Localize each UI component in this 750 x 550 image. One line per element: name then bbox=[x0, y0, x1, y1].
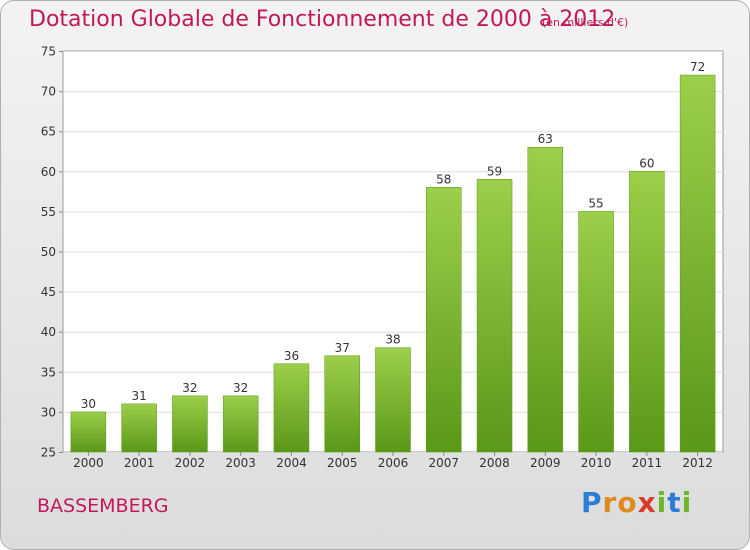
bar bbox=[578, 211, 614, 453]
x-tick-label: 2002 bbox=[175, 456, 206, 470]
bar-value-label: 60 bbox=[639, 156, 654, 170]
bar bbox=[70, 411, 107, 453]
x-tick-label: 2010 bbox=[581, 456, 612, 470]
x-tick-label: 2009 bbox=[530, 456, 561, 470]
bar-value-label: 31 bbox=[132, 389, 147, 403]
y-tick-label: 45 bbox=[41, 285, 56, 299]
bar-value-label: 36 bbox=[284, 349, 299, 363]
bar bbox=[527, 146, 564, 453]
bar bbox=[273, 363, 310, 453]
x-tick-label: 2012 bbox=[682, 456, 713, 470]
x-tick-label: 2007 bbox=[428, 456, 459, 470]
x-tick-label: 2000 bbox=[73, 456, 104, 470]
y-tick-label: 30 bbox=[41, 405, 56, 419]
y-tick-label: 40 bbox=[41, 325, 56, 339]
bar bbox=[375, 347, 411, 453]
y-tick-label: 70 bbox=[41, 85, 56, 99]
bar-value-label: 55 bbox=[588, 196, 603, 210]
y-tick-label: 50 bbox=[41, 245, 56, 259]
bars: 30 31 32 32 36 37 38 58 59 63 55 60 72 bbox=[70, 60, 716, 453]
bar-value-label: 63 bbox=[538, 132, 553, 146]
bar bbox=[222, 395, 259, 453]
bar-value-label: 72 bbox=[690, 60, 705, 74]
y-tick-label: 65 bbox=[41, 125, 56, 139]
x-tick-label: 2003 bbox=[225, 456, 256, 470]
x-tick-label: 2001 bbox=[124, 456, 155, 470]
bar-value-label: 38 bbox=[385, 333, 400, 347]
y-tick-label: 55 bbox=[41, 205, 56, 219]
bar bbox=[679, 74, 716, 453]
bar bbox=[324, 355, 360, 453]
bar-value-label: 30 bbox=[81, 397, 96, 411]
y-axis: 25 30 35 40 45 50 55 60 65 70 75 bbox=[41, 45, 63, 460]
bar bbox=[476, 179, 513, 453]
y-tick-label: 25 bbox=[41, 446, 56, 460]
x-tick-label: 2006 bbox=[378, 456, 409, 470]
x-axis: 2000 2001 2002 2003 2004 2005 2006 2007 2008 2009… bbox=[73, 452, 713, 470]
bar bbox=[172, 395, 208, 453]
bar-value-label: 32 bbox=[233, 381, 248, 395]
bar-value-label: 58 bbox=[436, 172, 451, 186]
bar-value-label: 37 bbox=[335, 341, 350, 355]
commune-name: BASSEMBERG bbox=[37, 495, 169, 517]
chart-unit: (en milliers d'€) bbox=[542, 16, 629, 29]
x-tick-label: 2004 bbox=[276, 456, 307, 470]
bar bbox=[426, 187, 462, 453]
proxiti-logo: Proxiti bbox=[581, 486, 693, 519]
x-tick-label: 2008 bbox=[479, 456, 510, 470]
y-tick-label: 35 bbox=[41, 365, 56, 379]
y-tick-label: 60 bbox=[41, 165, 56, 179]
bar-value-label: 59 bbox=[487, 164, 502, 178]
x-tick-label: 2011 bbox=[632, 456, 663, 470]
bar bbox=[121, 403, 157, 453]
y-tick-label: 75 bbox=[41, 45, 56, 59]
chart-title: Dotation Globale de Fonctionnement de 20… bbox=[29, 7, 616, 32]
bar bbox=[629, 171, 665, 453]
x-tick-label: 2005 bbox=[327, 456, 358, 470]
bar-value-label: 32 bbox=[182, 381, 197, 395]
